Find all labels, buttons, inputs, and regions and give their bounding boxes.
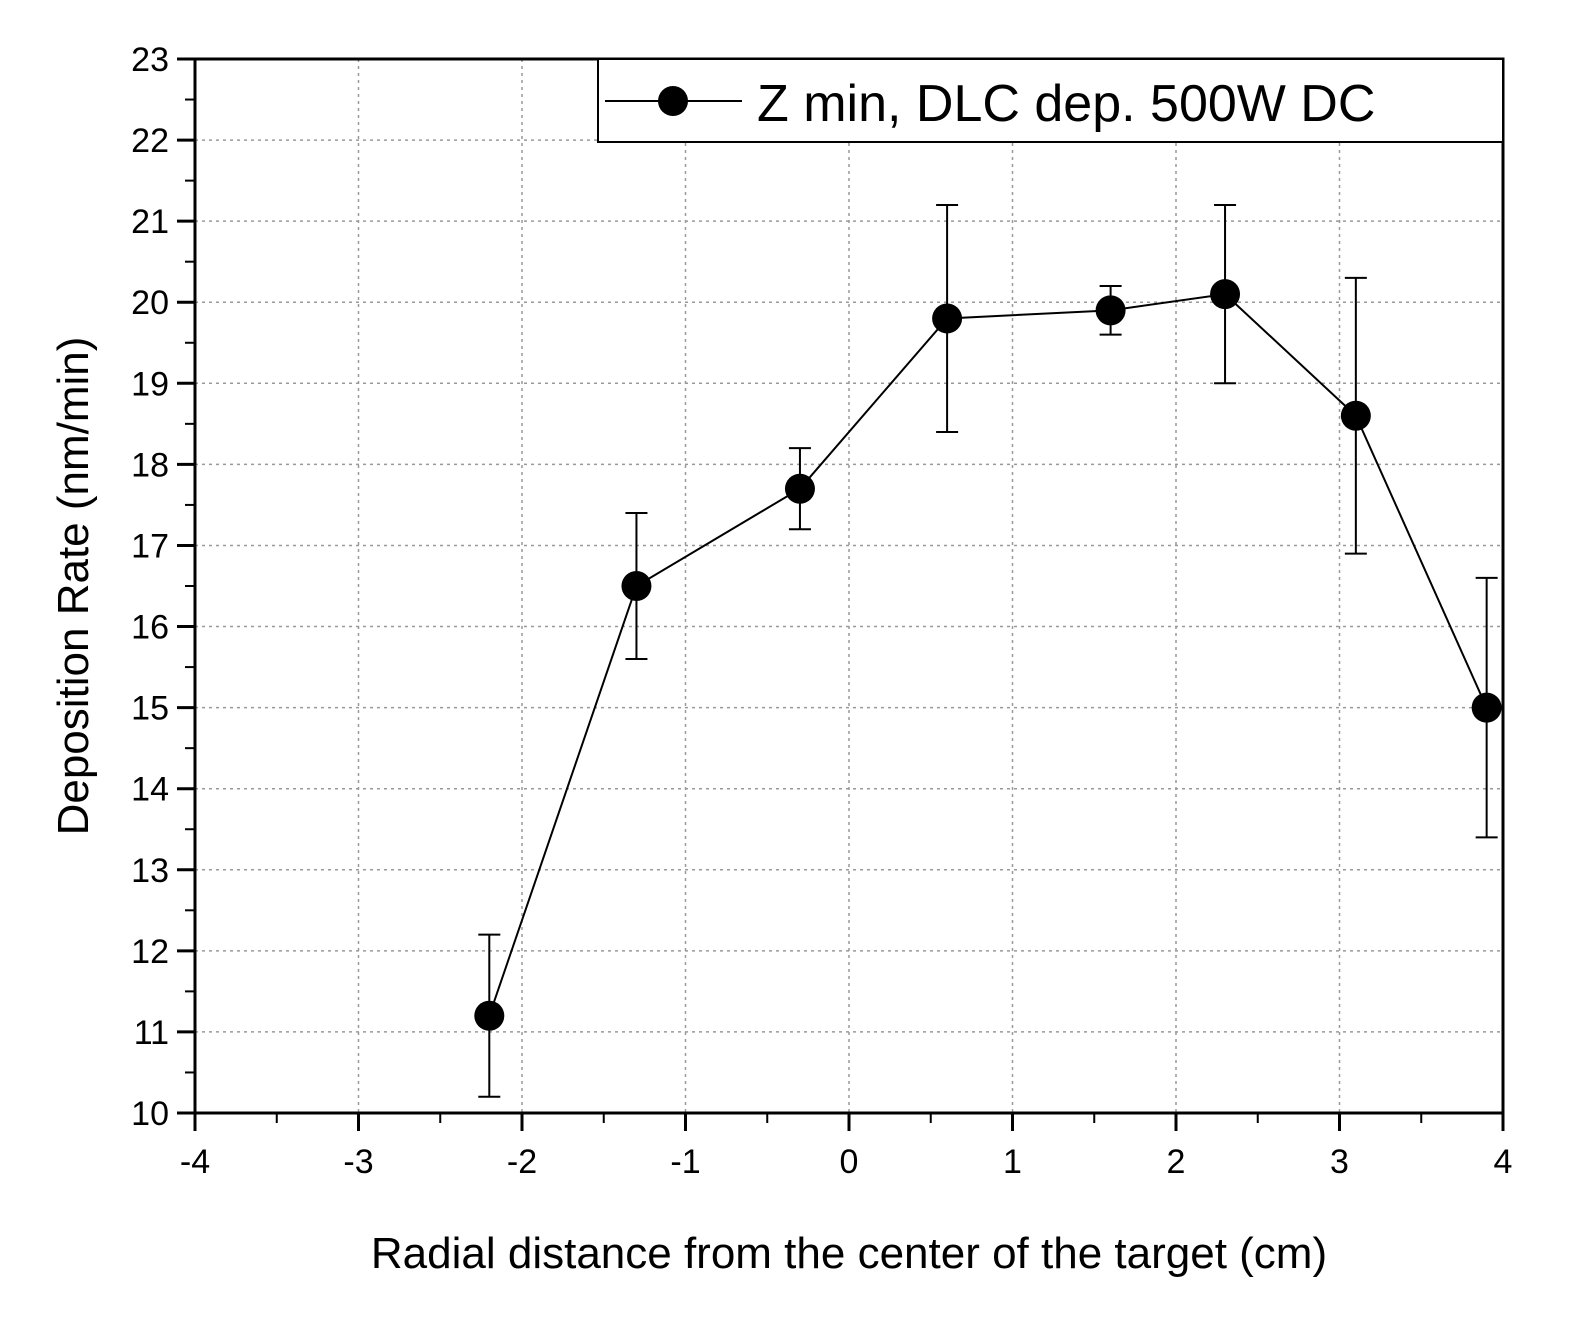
- y-tick-label: 20: [131, 284, 169, 322]
- x-tick-label: 3: [1330, 1143, 1349, 1181]
- x-tick-label: -2: [507, 1143, 537, 1181]
- series: [474, 203, 1502, 1098]
- y-tick-label: 22: [131, 122, 169, 160]
- legend-label: Z min, DLC dep. 500W DC: [757, 75, 1375, 133]
- data-point: [1471, 692, 1502, 723]
- data-point: [474, 1000, 505, 1031]
- y-tick-label: 11: [134, 1014, 169, 1052]
- data-point: [621, 571, 652, 601]
- x-tick-label: -1: [670, 1143, 700, 1181]
- x-tick-label: -3: [343, 1143, 373, 1181]
- y-tick-label: 21: [131, 203, 169, 241]
- y-tick-label: 15: [131, 690, 169, 728]
- data-point: [1210, 279, 1241, 310]
- x-tick-label: 2: [1167, 1143, 1186, 1181]
- y-tick-label: 13: [131, 852, 169, 890]
- data-point: [1340, 400, 1371, 431]
- x-axis-label: Radial distance from the center of the t…: [371, 1229, 1327, 1278]
- x-tick-label: 1: [1003, 1143, 1022, 1181]
- data-point: [784, 473, 815, 504]
- y-tick-label: 12: [131, 933, 169, 971]
- y-axis-label: Deposition Rate (nm/min): [49, 337, 98, 836]
- x-tick-label: 0: [840, 1143, 859, 1181]
- series-line: [488, 293, 1488, 1017]
- y-tick-label: 17: [131, 527, 169, 565]
- legend: Z min, DLC dep. 500W DC: [597, 58, 1504, 143]
- y-tick-label: 14: [131, 771, 169, 809]
- ticks: -4 -3 -2 -1 0 1 2 3 4101112131415161718192021222…: [131, 41, 1512, 1181]
- data-point: [1095, 295, 1126, 326]
- x-tick-label: 4: [1494, 1143, 1513, 1181]
- grid: [195, 59, 1503, 1113]
- x-tick-label: -4: [180, 1143, 210, 1181]
- y-tick-label: 18: [131, 446, 169, 484]
- legend-marker: [658, 86, 688, 116]
- y-tick-label: 16: [131, 609, 169, 647]
- y-tick-label: 23: [131, 41, 169, 79]
- y-tick-label: 10: [131, 1095, 169, 1133]
- data-point: [932, 303, 963, 334]
- y-tick-label: 19: [131, 365, 169, 403]
- legend-box: [597, 58, 1504, 143]
